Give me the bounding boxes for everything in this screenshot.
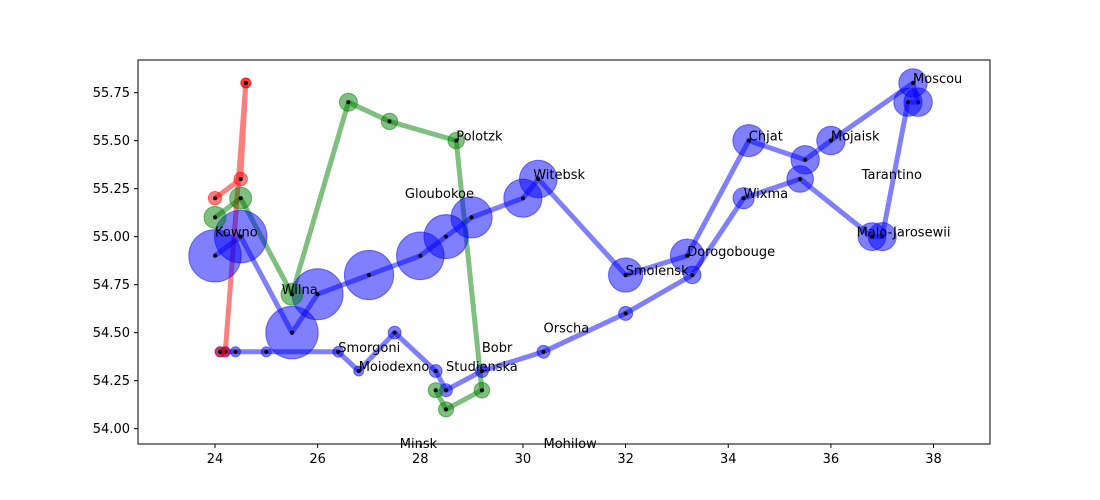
city-label-gloubokoe: Gloubokoe	[405, 187, 474, 202]
y-tick-label-3: 54.75	[93, 278, 130, 293]
city-label-mojaisk: Mojaisk	[831, 130, 880, 145]
series-0-point-17	[905, 100, 910, 105]
y-tick-label-2: 54.50	[93, 326, 130, 341]
x-tick-label-4: 32	[617, 452, 634, 467]
series-0-point-11	[685, 253, 690, 258]
city-label-wilna: Wilna	[282, 283, 318, 298]
city-label-kowno: Kowno	[215, 226, 258, 241]
series-1-point-7	[444, 407, 448, 412]
series-0-point-29	[356, 369, 361, 373]
city-label-tarantino: Tarantino	[861, 168, 922, 183]
series-1-point-3	[346, 100, 351, 105]
series-0-point-27	[433, 369, 438, 373]
x-tick-label-6: 36	[823, 452, 840, 467]
y-tick-label-4: 55.00	[93, 230, 130, 245]
city-label-bobr: Bobr	[482, 341, 513, 356]
series-1-point-6	[479, 388, 484, 393]
series-0-point-3	[315, 292, 320, 297]
city-label-moiodexno: Moiodexno	[359, 360, 430, 375]
series-0-point-15	[911, 81, 915, 85]
series-0-point-23	[623, 311, 628, 316]
series-0-point-2	[290, 330, 294, 335]
series-0-point-20	[798, 177, 803, 181]
y-tick-label-0: 54.00	[93, 422, 130, 437]
city-label-chjat: Chjat	[749, 130, 783, 145]
x-tick-label-7: 38	[925, 452, 942, 467]
series-0-point-0	[213, 253, 217, 258]
y-tick-label-7: 55.75	[93, 86, 130, 101]
x-tick-label-5: 34	[720, 452, 737, 467]
labels-layer: KownoWilnaSmorgoniMoiodexnoGloubokoeMins…	[215, 72, 962, 452]
series-0-point-8	[520, 196, 525, 201]
series-0-point-32	[233, 349, 238, 354]
series-0-point-6	[444, 234, 448, 239]
city-label-smolensk: Smolensk	[626, 264, 689, 279]
series-line-0	[213, 80, 921, 393]
series-1-point-1	[238, 196, 243, 201]
y-tick-label-5: 55.25	[93, 182, 130, 197]
city-label-moscou: Moscou	[913, 72, 962, 87]
y-tick-label-6: 55.50	[93, 134, 130, 149]
series-0-point-21	[741, 196, 746, 201]
series-0-point-26	[444, 388, 448, 393]
city-label-dorogobouge: Dorogobouge	[687, 245, 775, 260]
plot-frame	[137, 59, 991, 445]
series-0-point-13	[803, 157, 808, 162]
city-label-wixma: Wixma	[744, 187, 789, 202]
city-label-malo-jarosewii: Malo-Jarosewii	[857, 226, 951, 241]
series-1-point-0	[213, 215, 217, 220]
series-0-point-10	[623, 273, 628, 277]
series-0-point-1	[238, 234, 243, 239]
series-0-point-25	[479, 369, 484, 373]
series-2-point-1	[238, 177, 243, 181]
series-0-point-31	[264, 349, 269, 354]
paths-layer	[213, 80, 921, 412]
city-label-polotzk: Polotzk	[456, 130, 503, 145]
axes-layer: 24 26 28 30 32 34 36 38 54.00 54.25 54.50 54.75 55.0…	[93, 59, 991, 467]
series-0-point-30	[336, 349, 341, 354]
series-1-point-5	[454, 138, 459, 143]
x-tick-label-2: 28	[412, 452, 429, 467]
series-0-point-9	[536, 177, 541, 181]
y-tick-label-1: 54.25	[93, 374, 130, 389]
series-1-point-2	[290, 292, 294, 297]
series-0-point-24	[541, 349, 546, 354]
city-label-smorgoni: Smorgoni	[338, 341, 400, 356]
city-label-witebsk: Witebsk	[533, 168, 585, 183]
series-0-point-7	[469, 215, 474, 220]
series-1-point-4	[387, 119, 392, 124]
series-0-point-12	[746, 138, 751, 143]
markers-layer	[188, 68, 933, 418]
series-1-point-8	[433, 388, 438, 393]
x-tick-label-0: 24	[207, 452, 224, 467]
city-label-studienska: Studienska	[446, 360, 518, 375]
x-tick-label-1: 26	[309, 452, 326, 467]
series-0-point-19	[870, 234, 874, 239]
series-2-point-3	[243, 81, 248, 85]
series-0-point-5	[418, 253, 423, 258]
series-0-point-14	[828, 138, 833, 143]
series-2-point-5	[218, 349, 223, 354]
series-0-point-22	[690, 273, 695, 277]
series-2-point-0	[213, 196, 217, 201]
series-0-point-4	[367, 273, 371, 277]
x-tick-label-3: 30	[515, 452, 532, 467]
city-label-orscha: Orscha	[544, 322, 590, 337]
series-0-point-28	[392, 330, 397, 335]
